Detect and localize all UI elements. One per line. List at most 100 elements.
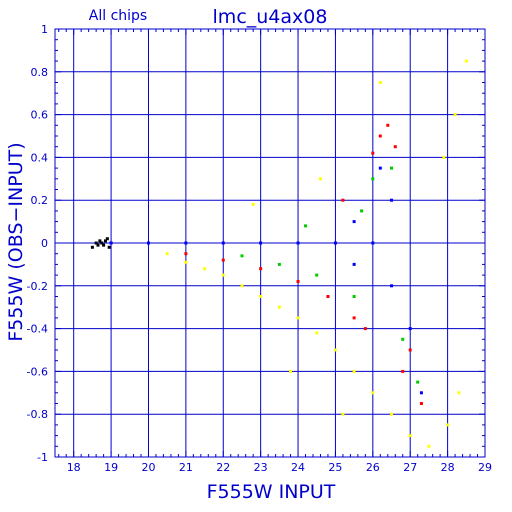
data-point — [390, 284, 394, 288]
y-tick-label: 0.8 — [31, 66, 49, 79]
data-point — [363, 327, 367, 331]
data-point — [408, 348, 412, 352]
data-point — [464, 59, 468, 63]
data-point — [184, 260, 188, 264]
data-point — [352, 295, 356, 298]
data-point — [401, 337, 405, 341]
data-point — [333, 241, 337, 245]
data-point — [352, 262, 356, 266]
data-point — [184, 252, 188, 256]
data-point — [90, 245, 94, 249]
data-point — [378, 134, 382, 138]
x-tick-label: 24 — [291, 461, 305, 474]
x-tick-label: 20 — [141, 461, 155, 474]
grid — [55, 29, 485, 457]
data-point — [277, 305, 281, 309]
data-point — [165, 252, 169, 256]
data-point — [109, 241, 113, 245]
y-tick-label: -0.4 — [27, 323, 48, 336]
data-point — [94, 241, 98, 245]
data-point — [259, 295, 263, 298]
data-point — [453, 113, 457, 117]
data-point — [107, 245, 111, 249]
data-point — [315, 331, 319, 335]
data-point — [419, 402, 423, 405]
data-points — [90, 59, 468, 448]
data-point — [296, 316, 300, 320]
data-point — [371, 391, 375, 395]
axis-ticks: 18 19 20 21 22 23 24 25 26 27 28 29 1 0.8 0.6 0.4 0.2 0 -0… — [27, 23, 492, 474]
x-tick-label: 29 — [478, 461, 492, 474]
data-point — [296, 280, 300, 284]
y-tick-label: 0.2 — [31, 194, 49, 207]
data-point — [408, 327, 412, 331]
x-tick-label: 22 — [216, 461, 230, 474]
y-axis-label: F555W (OBS−INPUT) — [5, 142, 27, 341]
data-point — [341, 412, 345, 416]
data-point — [378, 166, 382, 170]
x-tick-label: 18 — [67, 461, 81, 474]
x-tick-label: 27 — [403, 461, 417, 474]
x-tick-label: 26 — [366, 461, 380, 474]
y-tick-label: -0.6 — [27, 365, 48, 378]
y-tick-label: 0.4 — [31, 151, 49, 164]
data-point — [446, 423, 450, 427]
data-point — [221, 241, 225, 245]
data-point — [96, 243, 100, 247]
data-point — [390, 166, 394, 170]
data-point — [240, 284, 244, 288]
x-tick-label: 28 — [441, 461, 455, 474]
y-tick-label: 0 — [41, 237, 48, 250]
x-tick-label: 21 — [179, 461, 193, 474]
data-point — [427, 444, 431, 448]
y-tick-label: 1 — [41, 23, 48, 36]
data-point — [98, 239, 102, 243]
data-point — [371, 241, 375, 245]
data-point — [315, 273, 319, 277]
chart-title: lmc_u4ax08 — [213, 6, 328, 28]
data-point — [360, 209, 364, 213]
data-point — [378, 81, 382, 84]
data-point — [352, 220, 356, 224]
data-point — [240, 254, 244, 258]
data-point — [352, 369, 356, 373]
data-point — [419, 391, 423, 395]
data-point — [184, 241, 188, 245]
data-point — [442, 155, 446, 159]
data-point — [289, 369, 293, 373]
x-tick-label: 19 — [104, 461, 118, 474]
data-point — [390, 198, 394, 202]
data-point — [304, 224, 308, 228]
data-point — [259, 267, 263, 271]
data-point — [146, 241, 150, 245]
data-point — [341, 198, 345, 202]
data-point — [100, 241, 104, 245]
y-tick-label: -0.2 — [27, 280, 48, 293]
data-point — [393, 145, 397, 149]
y-tick-label: -1 — [37, 451, 48, 464]
data-point — [251, 202, 255, 206]
x-tick-label: 23 — [254, 461, 268, 474]
data-point — [390, 412, 394, 416]
data-point — [277, 262, 281, 266]
data-point — [102, 243, 106, 247]
data-point — [386, 123, 390, 127]
data-point — [352, 316, 356, 320]
data-point — [371, 151, 375, 155]
data-point — [333, 348, 337, 352]
data-point — [203, 267, 207, 271]
data-point — [105, 237, 109, 241]
x-tick-label: 25 — [328, 461, 342, 474]
data-point — [326, 295, 330, 298]
data-point — [221, 258, 225, 262]
data-point — [103, 239, 107, 243]
x-axis-label: F555W INPUT — [207, 481, 336, 503]
data-point — [296, 241, 300, 245]
y-tick-label: -0.8 — [27, 408, 48, 421]
data-point — [371, 177, 375, 181]
chart-subtitle: All chips — [89, 8, 147, 24]
data-point — [221, 273, 225, 277]
data-point — [416, 380, 420, 384]
